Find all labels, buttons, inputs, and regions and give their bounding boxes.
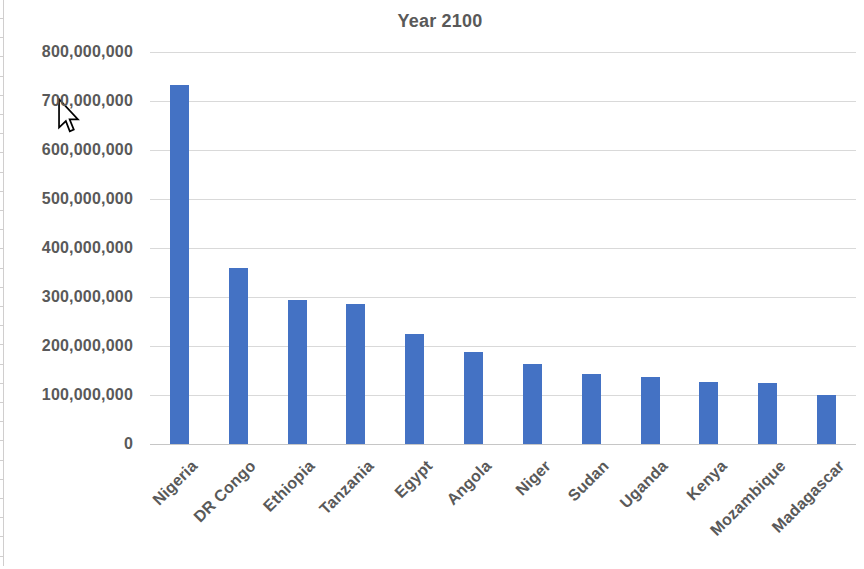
worksheet-row-gridline (0, 556, 3, 557)
gridline (150, 395, 856, 396)
worksheet-row-gridline (0, 268, 3, 269)
worksheet-row-gridline (0, 325, 3, 326)
worksheet-row-gridline (0, 383, 3, 384)
worksheet-row-gridline (0, 37, 3, 38)
y-axis-tick-label: 400,000,000 (0, 239, 133, 257)
worksheet-row-gridline (0, 479, 3, 480)
gridline (150, 346, 856, 347)
bar-dr-congo[interactable] (229, 268, 248, 444)
x-axis-category-label: Sudan (565, 457, 613, 505)
worksheet-row-gridline (0, 536, 3, 537)
x-axis-category-label: Tanzania (316, 457, 377, 518)
worksheet-row-gridline (0, 306, 3, 307)
worksheet-row-gridline (0, 517, 3, 518)
y-axis-tick-label: 0 (0, 435, 133, 453)
worksheet-column-gridline (3, 0, 4, 566)
x-axis-category-label: Niger (512, 457, 554, 499)
x-axis-line (150, 444, 856, 445)
bar-mozambique[interactable] (758, 383, 777, 444)
bar-madagascar[interactable] (817, 395, 836, 444)
bar-angola[interactable] (464, 352, 483, 444)
gridline (150, 52, 856, 53)
worksheet-row-gridline (0, 421, 3, 422)
x-axis-category-label: Egypt (392, 457, 437, 502)
gridline (150, 199, 856, 200)
worksheet-row-gridline (0, 210, 3, 211)
worksheet-row-gridline (0, 76, 3, 77)
x-axis-category-label: Nigeria (149, 457, 201, 509)
bar-niger[interactable] (523, 364, 542, 444)
x-axis-category-label: Angola (443, 457, 495, 509)
gridline (150, 101, 856, 102)
x-axis-category-label: Ethiopia (260, 457, 318, 515)
x-axis-category-label: Uganda (617, 457, 672, 512)
gridline (150, 248, 856, 249)
spreadsheet-chart-area: Year 2100 800,000,000 700,000,000 600,000,… (0, 0, 864, 569)
worksheet-row-gridline (0, 460, 3, 461)
x-axis-category-label: DR Congo (191, 457, 260, 526)
y-axis-tick-label: 600,000,000 (0, 141, 133, 159)
bar-tanzania[interactable] (346, 304, 365, 444)
gridline (150, 150, 856, 151)
bar-egypt[interactable] (405, 334, 424, 444)
worksheet-row-gridline (0, 498, 3, 499)
gridline (150, 297, 856, 298)
y-axis-tick-label: 200,000,000 (0, 337, 133, 355)
y-axis-tick-label: 100,000,000 (0, 386, 133, 404)
chart-title[interactable]: Year 2100 (0, 11, 864, 32)
bar-ethiopia[interactable] (288, 300, 307, 444)
bar-sudan[interactable] (582, 374, 601, 444)
bar-kenya[interactable] (699, 382, 718, 444)
worksheet-row-gridline (0, 364, 3, 365)
bar-nigeria[interactable] (170, 85, 189, 444)
y-axis-tick-label: 800,000,000 (0, 43, 133, 61)
y-axis-tick-label: 300,000,000 (0, 288, 133, 306)
y-axis-tick-label: 700,000,000 (0, 92, 133, 110)
x-axis-category-label: Kenya (683, 457, 730, 504)
worksheet-row-gridline (0, 133, 3, 134)
worksheet-row-gridline (0, 172, 3, 173)
y-axis-tick-label: 500,000,000 (0, 190, 133, 208)
bar-uganda[interactable] (641, 377, 660, 444)
worksheet-row-gridline (0, 229, 3, 230)
worksheet-row-gridline (0, 114, 3, 115)
